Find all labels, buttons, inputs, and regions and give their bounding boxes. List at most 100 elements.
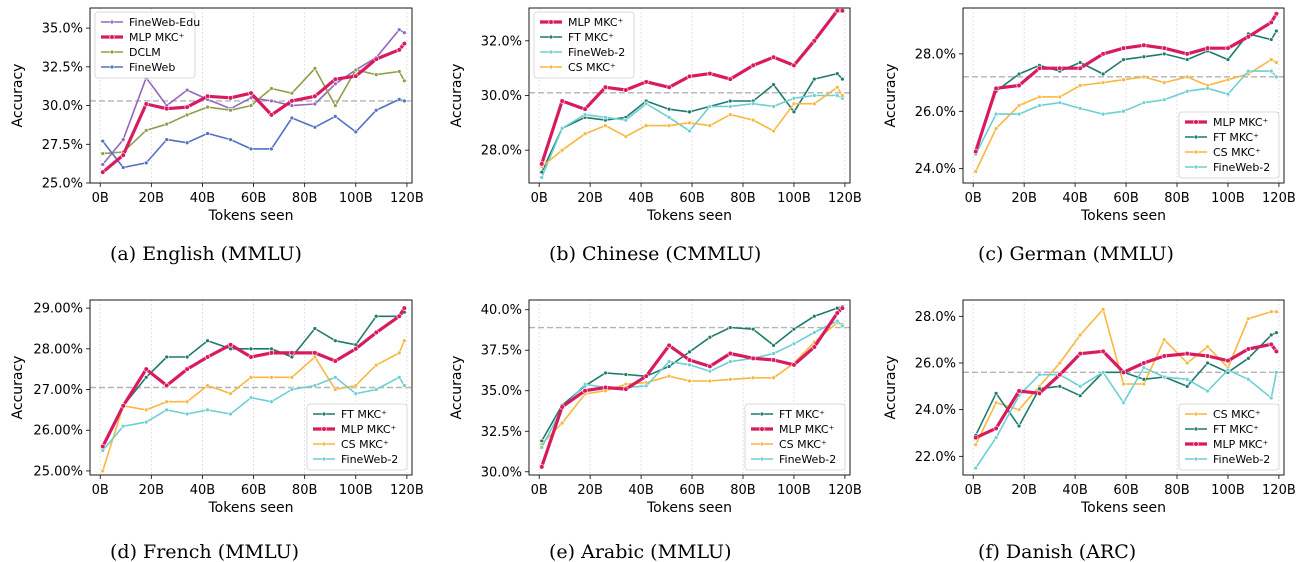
data-point	[559, 126, 565, 131]
data-point	[1121, 381, 1126, 387]
legend-marker	[1193, 134, 1199, 140]
data-point	[643, 383, 649, 389]
x-tick-label: 60B	[1113, 483, 1138, 498]
data-point	[643, 373, 649, 379]
data-point	[687, 120, 692, 126]
data-point	[973, 148, 979, 155]
data-point	[728, 112, 733, 117]
legend-box	[1178, 111, 1280, 179]
legend-entry: MLP MKC⁺	[341, 423, 397, 436]
x-tick-label: 60B	[1113, 191, 1138, 206]
legend: FT MKC⁺ MLP MKC⁺ CS MKC⁺ FineWeb-2	[744, 403, 846, 471]
legend-marker	[109, 19, 115, 25]
data-point	[1100, 348, 1106, 354]
data-point	[396, 47, 402, 53]
series-line	[101, 307, 406, 448]
data-point	[205, 104, 210, 110]
data-point	[397, 27, 402, 32]
x-tick-label: 80B	[1164, 191, 1189, 206]
data-point	[750, 375, 756, 380]
data-point	[1246, 356, 1251, 361]
data-point	[164, 399, 169, 404]
data-point	[707, 378, 713, 384]
legend: MLP MKC⁺ FT MKC⁺ FineWeb-2 CS MKC⁺	[533, 11, 635, 79]
data-point	[771, 104, 776, 109]
data-point	[184, 87, 190, 93]
data-point	[1273, 348, 1279, 354]
y-tick-label: 37.5%	[481, 344, 522, 359]
data-point	[1225, 45, 1231, 51]
data-point	[228, 391, 233, 396]
legend-marker	[109, 49, 115, 55]
legend-entry: FT MKC⁺	[1213, 423, 1259, 436]
y-tick-label: 25.00%	[33, 464, 83, 479]
x-tick-label: 80B	[292, 191, 317, 206]
legend-entry: CS MKC⁺	[1213, 146, 1261, 159]
data-point	[143, 366, 149, 372]
data-point	[771, 343, 776, 348]
data-point	[333, 81, 338, 87]
data-point	[791, 96, 797, 101]
x-tick-label: 120B	[390, 483, 424, 498]
data-point	[582, 388, 588, 394]
data-point	[184, 354, 190, 360]
data-point	[791, 362, 797, 368]
x-tick-label: 40B	[1062, 483, 1087, 498]
data-point	[1204, 45, 1211, 51]
data-point	[1246, 316, 1251, 321]
x-axis-label: Tokens seen	[208, 208, 294, 224]
y-tick-label: 35.0%	[481, 384, 522, 399]
legend-entry: FT MKC⁺	[568, 31, 614, 44]
y-tick-label: 28.00%	[33, 342, 83, 357]
y-tick-label: 28.0%	[915, 47, 956, 62]
data-point	[1274, 28, 1279, 34]
data-point	[248, 354, 254, 360]
data-point	[1100, 370, 1106, 375]
data-point	[1225, 358, 1231, 364]
data-point	[835, 305, 840, 311]
data-point	[121, 423, 126, 429]
data-point	[121, 137, 126, 142]
y-tick-label: 32.5%	[42, 60, 83, 75]
x-axis-label: Tokens seen	[646, 500, 732, 516]
data-point	[839, 8, 845, 14]
data-point	[312, 326, 318, 331]
data-point	[643, 123, 649, 128]
data-point	[401, 305, 407, 311]
data-point	[289, 103, 295, 108]
x-tick-label: 20B	[577, 191, 602, 206]
data-point	[312, 350, 318, 356]
data-point	[1057, 384, 1063, 389]
legend-box	[306, 403, 408, 471]
data-point	[840, 76, 845, 82]
data-point	[1037, 103, 1042, 108]
plot-frame	[528, 7, 851, 184]
data-point	[144, 407, 149, 413]
data-point	[1184, 74, 1190, 80]
plot-frame	[89, 7, 413, 184]
data-point	[204, 354, 211, 360]
data-point	[1162, 97, 1167, 103]
y-tick-label: 30.0%	[42, 99, 83, 114]
series-line	[101, 42, 406, 174]
legend-entry: CS MKC⁺	[341, 438, 389, 451]
legend-entry: CS MKC⁺	[568, 61, 616, 74]
data-point	[164, 137, 169, 142]
data-point	[1184, 384, 1190, 389]
data-point	[312, 354, 318, 360]
data-point	[289, 98, 295, 104]
data-point	[268, 112, 275, 118]
data-point	[1225, 57, 1231, 62]
data-point	[396, 313, 402, 319]
y-tick-label: 29.00%	[33, 302, 83, 317]
plot-frame	[962, 7, 1285, 184]
data-point	[1100, 71, 1106, 77]
legend-marker	[1193, 441, 1199, 447]
data-point	[666, 84, 672, 90]
x-tick-label: 20B	[1011, 483, 1036, 498]
data-point	[1141, 365, 1147, 370]
data-point	[1245, 346, 1251, 352]
x-tick-label: 120B	[1262, 483, 1296, 498]
data-point	[1120, 45, 1127, 51]
